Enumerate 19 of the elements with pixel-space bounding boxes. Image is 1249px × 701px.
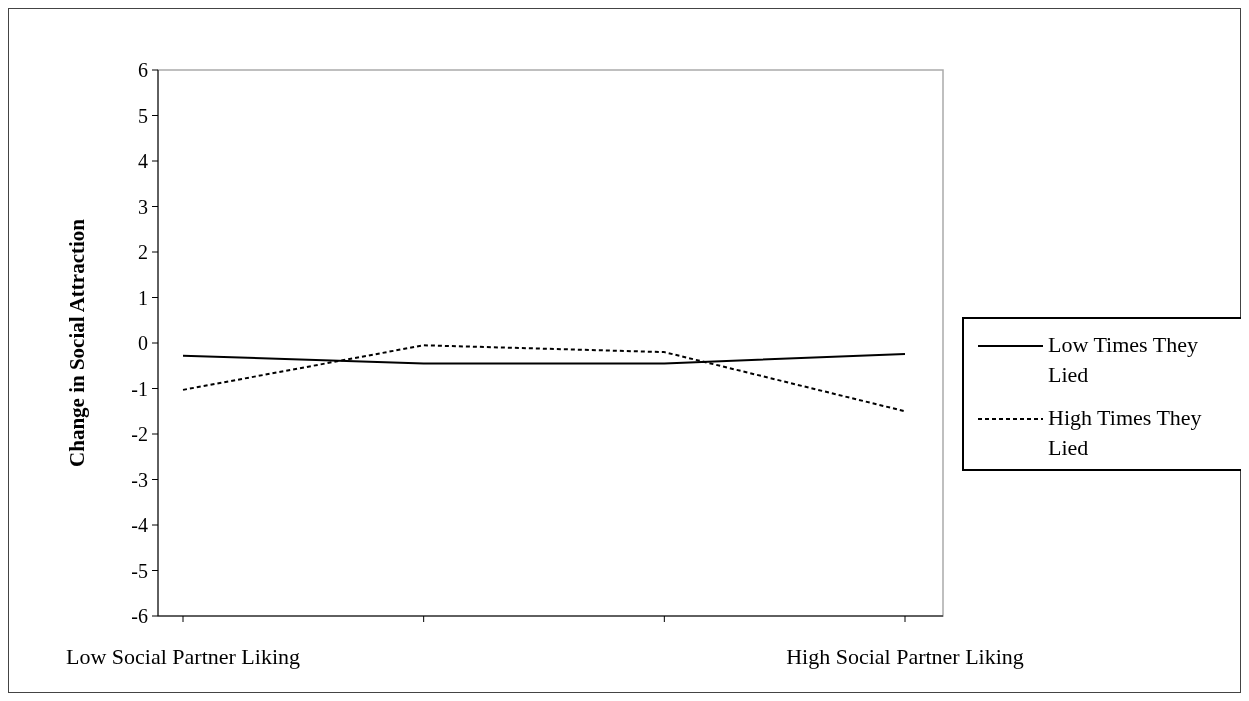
x-tick-label: Low Social Partner Liking (65, 644, 301, 669)
y-tick-label: 4 (138, 150, 148, 172)
y-tick-label: 2 (138, 241, 148, 263)
y-tick-label: 5 (138, 104, 148, 127)
y-tick-label: 6 (138, 59, 148, 81)
y-tick-label: 0 (138, 332, 148, 354)
y-tick-label: -5 (131, 559, 148, 582)
y-tick-label: 1 (138, 286, 148, 309)
y-tick-label: -6 (131, 605, 148, 627)
y-tick-label: -1 (131, 377, 148, 400)
y-tick-label: -4 (131, 514, 148, 536)
y-tick-label: -3 (131, 468, 148, 491)
x-tick-label: High Social Partner Liking (786, 644, 1024, 669)
y-axis-title: Change in Social Attraction (65, 218, 89, 467)
y-tick-label: 3 (138, 195, 148, 218)
legend-label: High Times They Lied (1048, 405, 1202, 460)
line-series (182, 344, 906, 413)
legend-label: Low Times They Lied (1048, 332, 1198, 387)
y-tick-label: -2 (131, 423, 148, 445)
